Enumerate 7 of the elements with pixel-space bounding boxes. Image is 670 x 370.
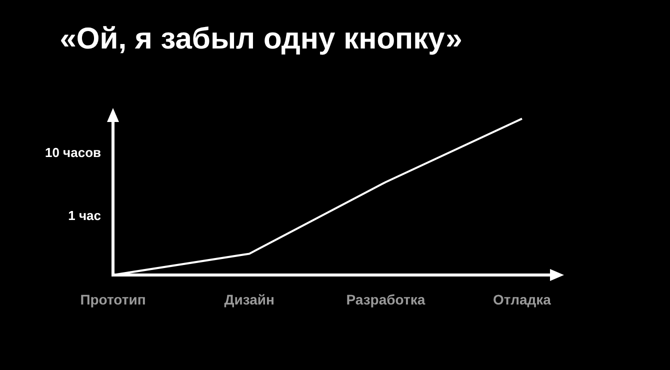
y-tick-label: 10 часов (44, 144, 102, 160)
y-tick-label: 1 час (68, 208, 101, 224)
x-tick-label: Дизайн (224, 291, 274, 308)
x-tick-label: Отладка (493, 291, 552, 308)
chart-title: «Ой, я забыл одну кнопку» (60, 22, 462, 56)
x-tick-label: Разработка (346, 291, 426, 308)
x-tick-label: Прототип (80, 291, 146, 308)
